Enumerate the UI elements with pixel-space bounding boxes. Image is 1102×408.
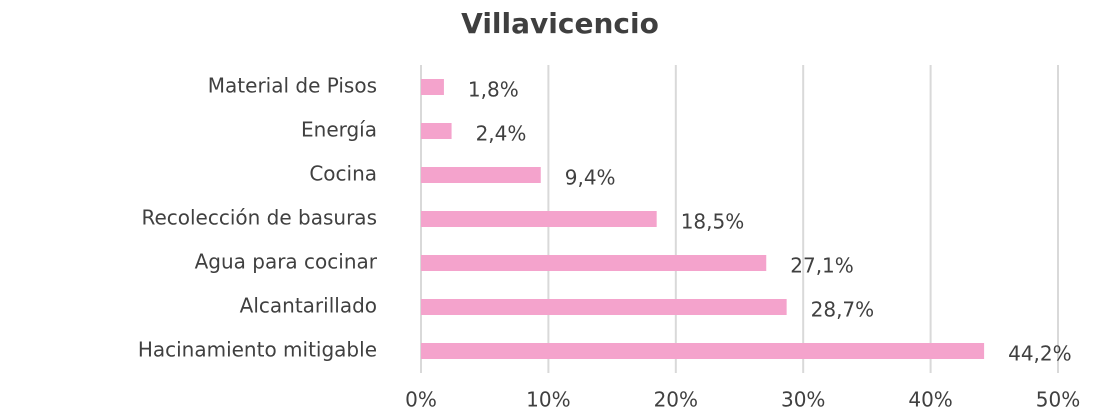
y-tick-label: Recolección de basuras: [141, 206, 377, 230]
value-label: 18,5%: [681, 210, 745, 234]
value-label: 2,4%: [476, 122, 527, 146]
bar: [421, 299, 787, 315]
value-label: 9,4%: [565, 166, 616, 190]
y-tick-label: Agua para cocinar: [195, 250, 378, 274]
y-tick-label: Material de Pisos: [208, 74, 377, 98]
bar: [421, 167, 541, 183]
value-label: 27,1%: [790, 254, 854, 278]
y-tick-label: Hacinamiento mitigable: [138, 338, 377, 362]
y-tick-label: Cocina: [309, 162, 377, 186]
bar: [421, 343, 985, 359]
bar: [421, 79, 444, 95]
bar: [421, 123, 452, 139]
x-tick-label: 50%: [1036, 388, 1080, 408]
y-tick-label: Alcantarillado: [240, 294, 377, 318]
value-label: 28,7%: [811, 298, 875, 322]
bar: [421, 211, 657, 227]
x-tick-label: 40%: [908, 388, 952, 408]
bar: [421, 255, 767, 271]
chart-title: Villavicencio: [461, 7, 659, 40]
y-tick-label: Energía: [301, 118, 377, 142]
value-label: 44,2%: [1008, 342, 1072, 366]
x-tick-label: 0%: [405, 388, 437, 408]
value-label: 1,8%: [468, 78, 519, 102]
x-tick-label: 10%: [526, 388, 570, 408]
x-tick-label: 30%: [781, 388, 825, 408]
x-tick-label: 20%: [654, 388, 698, 408]
